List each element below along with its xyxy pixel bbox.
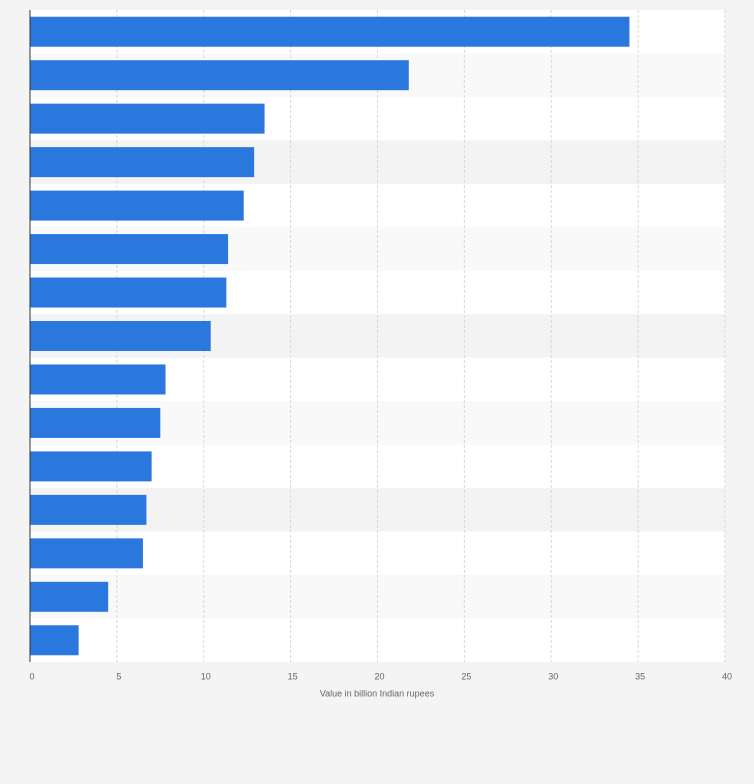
bar xyxy=(30,190,244,221)
bar xyxy=(30,103,265,134)
x-tick-label: 30 xyxy=(548,671,558,681)
x-tick-label: 15 xyxy=(288,671,298,681)
bar xyxy=(30,451,152,482)
x-tick-label: 40 xyxy=(722,671,732,681)
bar xyxy=(30,364,166,395)
bar xyxy=(30,581,109,612)
x-tick-label: 35 xyxy=(635,671,645,681)
x-tick-label: 10 xyxy=(201,671,211,681)
bar xyxy=(30,147,255,178)
bar xyxy=(30,321,211,351)
bar xyxy=(30,277,227,308)
bar xyxy=(30,538,143,569)
bar xyxy=(30,625,79,656)
x-tick-label: 5 xyxy=(116,671,121,681)
bar xyxy=(30,60,409,91)
bar xyxy=(30,234,229,265)
x-tick-label: 0 xyxy=(29,671,34,681)
bar xyxy=(30,16,630,47)
x-tick-label: 20 xyxy=(374,671,384,681)
bar xyxy=(30,494,147,525)
x-axis-label: Value in billion Indian rupees xyxy=(320,688,435,698)
x-tick-label: 25 xyxy=(461,671,471,681)
bar xyxy=(30,407,161,438)
